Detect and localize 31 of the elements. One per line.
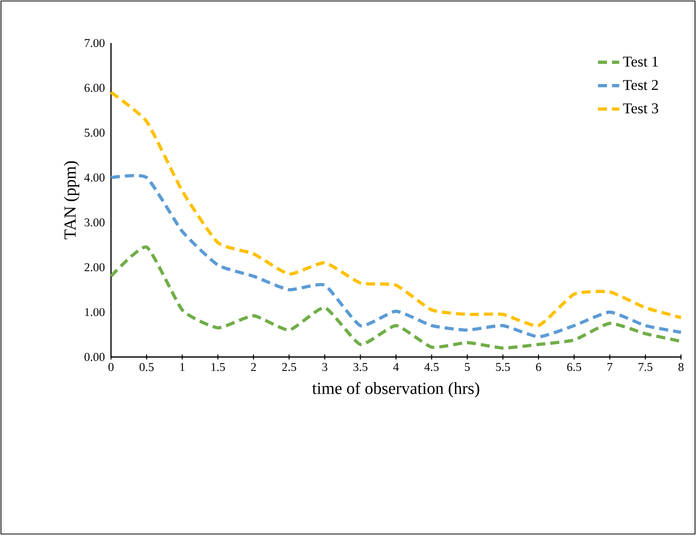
legend-label: Test 1	[623, 56, 658, 67]
x-tick-label: 0.5	[140, 363, 154, 372]
x-tick-label: 6.5	[567, 363, 582, 372]
y-tick-label: 3.00	[84, 218, 105, 226]
y-tick-label: 1.00	[85, 308, 105, 316]
y-axis-title: TAN (ppm)	[64, 161, 80, 240]
x-tick-label: 1.5	[211, 363, 225, 372]
x-axis-title: time of observation (hrs)	[312, 382, 480, 398]
legend-label: Test 3	[623, 103, 658, 114]
x-tick-label: 8	[678, 363, 684, 372]
y-tick-label: 6.00	[84, 84, 105, 92]
y-tick-label: 5.00	[84, 128, 105, 137]
x-tick-label: 4	[393, 363, 399, 371]
y-tick-label: 2.00	[84, 263, 105, 272]
x-tick-label: 1	[180, 363, 185, 371]
x-tick-label: 2	[251, 363, 256, 371]
x-tick-label: 7.5	[638, 363, 652, 372]
y-tick-label: 7.00	[84, 38, 105, 48]
x-tick-label: 7	[608, 363, 612, 371]
legend-label: Test 2	[623, 80, 658, 90]
x-tick-label: 6	[536, 363, 542, 372]
x-tick-label: 4.5	[424, 363, 439, 372]
x-tick-label: 3	[322, 363, 328, 372]
y-tick-label: 0.00	[84, 352, 105, 362]
x-tick-label: 3.5	[353, 363, 368, 372]
line-series	[109, 90, 683, 328]
y-tick-label: 4.00	[84, 174, 105, 182]
x-tick-label: 0	[108, 363, 114, 372]
x-tick-label: 5	[464, 363, 470, 371]
x-tick-label: 2.5	[282, 363, 296, 372]
x-tick-label: 5.5	[496, 363, 510, 372]
